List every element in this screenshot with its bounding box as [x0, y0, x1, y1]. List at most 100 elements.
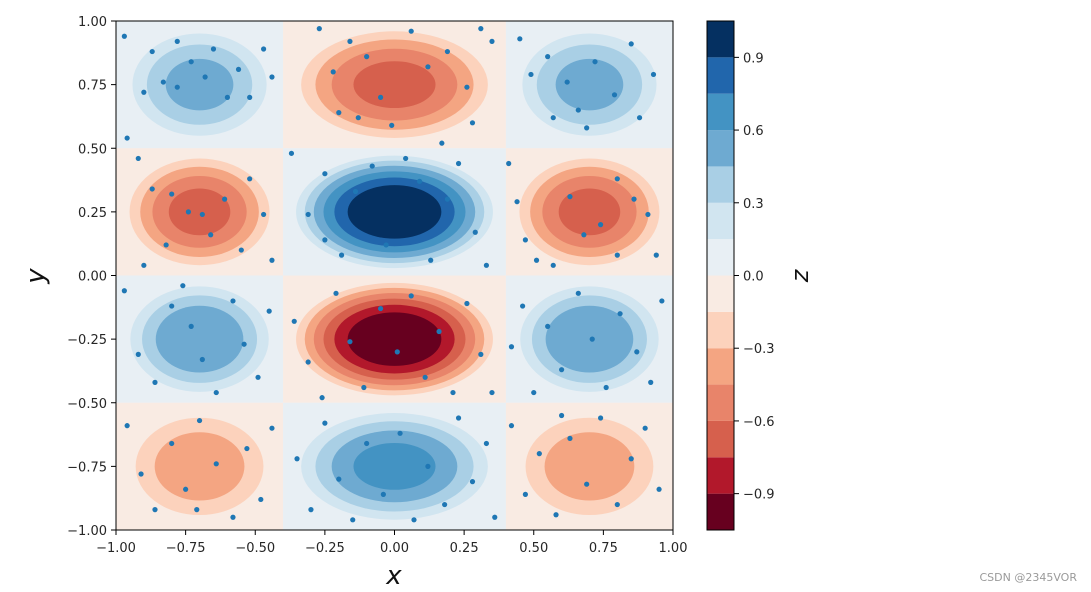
scatter-point [416, 178, 423, 184]
scatter-point [567, 194, 573, 200]
colorbar-segment [707, 493, 734, 530]
x-tick-label: 0.50 [519, 541, 548, 556]
scatter-point [581, 232, 587, 238]
y-tick-label: 1.00 [78, 15, 107, 30]
scatter-point [617, 311, 623, 317]
contour-level [347, 312, 442, 366]
scatter-point [174, 38, 180, 44]
y-tick-label: −1.00 [67, 524, 107, 539]
scatter-point [352, 188, 359, 195]
scatter-point [199, 211, 205, 218]
scatter-point [648, 379, 654, 385]
scatter-point [559, 412, 565, 419]
scatter-point [450, 389, 456, 396]
scatter-point [330, 69, 336, 75]
scatter-point [322, 171, 328, 177]
x-tick-label: −0.75 [166, 541, 206, 556]
scatter-point [194, 507, 200, 513]
scatter-point [444, 196, 451, 202]
scatter-point [508, 344, 515, 350]
scatter-point [210, 46, 217, 52]
scatter-point [517, 36, 523, 42]
colorbar-segment [707, 457, 734, 494]
scatter-point [444, 48, 451, 55]
scatter-point [650, 71, 657, 78]
scatter-point [592, 59, 598, 65]
scatter-point [559, 367, 565, 373]
colorbar-tick-label: 0.3 [743, 197, 764, 212]
scatter-point [408, 28, 414, 34]
colorbar-segment [707, 57, 734, 94]
scatter-point [336, 110, 342, 116]
scatter-point [261, 211, 267, 218]
scatter-point [235, 66, 242, 72]
scatter-point [469, 120, 476, 126]
scatter-point [522, 237, 528, 243]
x-tick-label: 0.25 [450, 541, 479, 556]
contour-fill-layer [116, 21, 673, 530]
scatter-point [455, 415, 462, 421]
scatter-point [545, 54, 551, 60]
colorbar-segment [707, 21, 734, 58]
contour-level [165, 58, 234, 111]
scatter-point [425, 64, 431, 70]
contour-level [155, 305, 244, 373]
scatter-point [369, 163, 375, 169]
colorbar-segment [707, 311, 734, 349]
scatter-point [472, 229, 478, 235]
scatter-point [455, 160, 462, 167]
scatter-point [564, 79, 570, 85]
contour-level [154, 432, 245, 501]
scatter-point [180, 283, 186, 289]
scatter-point [492, 514, 498, 520]
scatter-point [383, 242, 389, 248]
scatter-point [597, 222, 604, 228]
scatter-point [394, 349, 400, 355]
scatter-point [377, 305, 384, 312]
scatter-point [255, 374, 261, 380]
x-tick-label: 0.75 [589, 541, 618, 556]
scatter-point [389, 122, 395, 128]
scatter-point [160, 79, 166, 85]
scatter-point [584, 125, 590, 131]
colorbar-segment [707, 166, 734, 203]
scatter-point [294, 456, 300, 462]
scatter-point [138, 471, 144, 477]
scatter-point [338, 252, 345, 258]
scatter-point [230, 298, 236, 304]
scatter-point [163, 242, 169, 248]
x-tick-label: 1.00 [659, 541, 688, 556]
scatter-point [269, 257, 275, 263]
scatter-point [575, 107, 581, 113]
y-tick-label: 0.25 [78, 206, 107, 221]
scatter-point [614, 252, 620, 258]
scatter-point [442, 501, 448, 508]
scatter-point [141, 89, 147, 95]
x-tick-label: 0.00 [380, 541, 409, 556]
scatter-point [305, 211, 311, 218]
scatter-point [436, 328, 442, 335]
scatter-point [478, 351, 484, 357]
scatter-point [230, 514, 236, 520]
scatter-point [269, 74, 275, 80]
colorbar-segment [707, 384, 734, 421]
scatter-point [202, 74, 208, 80]
scatter-point [244, 445, 250, 452]
scatter-point [316, 26, 322, 32]
scatter-point [428, 257, 434, 263]
scatter-point [124, 135, 130, 141]
contour-level [347, 185, 442, 239]
scatter-point [506, 160, 512, 167]
scatter-point [550, 262, 556, 268]
x-tick-label: −1.00 [96, 541, 136, 556]
scatter-point [439, 140, 445, 146]
scatter-point [364, 54, 370, 60]
colorbar-title: z [786, 268, 814, 283]
scatter-point [208, 232, 214, 238]
colorbar-segment [707, 420, 734, 458]
scatter-point [174, 84, 180, 90]
scatter-point [553, 512, 559, 518]
scatter-point [258, 496, 264, 503]
colorbar-tick-label: 0.0 [743, 270, 764, 285]
scatter-point [631, 196, 637, 202]
